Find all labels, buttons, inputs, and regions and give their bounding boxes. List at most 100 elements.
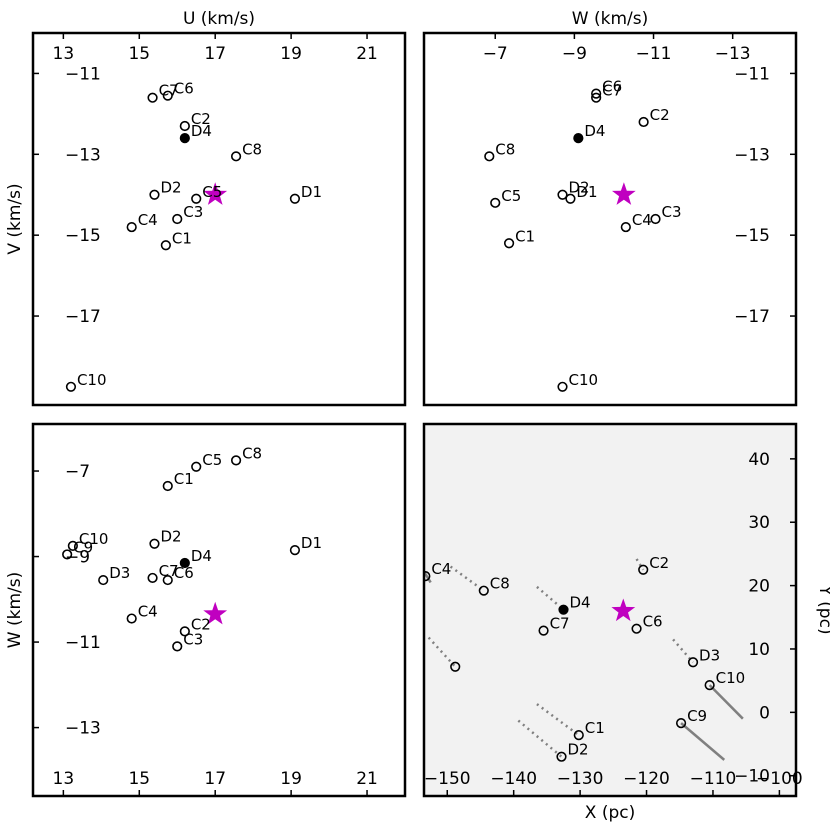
x-tick-label: 13	[53, 769, 75, 789]
point-label-c4: C4	[138, 603, 158, 621]
point-c7	[538, 625, 549, 636]
point-d2	[149, 538, 160, 549]
y-tick-label: −13	[734, 145, 770, 165]
plot-background	[33, 33, 405, 405]
point-label-d2: D2	[160, 528, 181, 546]
point-d2	[149, 189, 160, 200]
point-c3	[172, 641, 183, 652]
point-d3	[98, 574, 109, 586]
point-label-c6: C6	[643, 613, 663, 631]
x-axis-title: X (pc)	[585, 803, 635, 823]
point-c10	[557, 381, 568, 392]
y-tick-label: 40	[748, 450, 770, 470]
x-tick-label: 19	[280, 769, 302, 789]
y-tick-label: −15	[65, 226, 101, 246]
point-label-c1: C1	[515, 227, 535, 245]
point-c2	[179, 120, 190, 132]
point-label-c3: C3	[662, 203, 682, 221]
point-d4	[558, 604, 569, 615]
x-tick-label: 15	[128, 769, 150, 789]
point-label-c3: C3	[183, 630, 203, 648]
point-label-c6: C6	[174, 564, 194, 582]
y-tick-label: 10	[748, 640, 770, 660]
point-c8	[230, 151, 242, 162]
point-d4	[179, 133, 190, 144]
point-d1	[565, 193, 576, 204]
point-label-c9: C9	[73, 538, 93, 556]
point-label-c6: C6	[174, 80, 194, 98]
point-c1	[573, 730, 584, 741]
point-c4	[424, 570, 431, 582]
point-c7	[591, 92, 602, 103]
point-label-c6: C6	[602, 78, 622, 96]
plot-frame	[422, 31, 798, 407]
point-label-d2: D2	[569, 179, 590, 197]
point-label-d4: D4	[584, 122, 605, 140]
point-c4	[126, 613, 137, 624]
point-label-c2: C2	[649, 554, 669, 572]
trajectory-solid	[680, 722, 726, 761]
y-tick-label: −11	[734, 64, 770, 84]
point-label-c1: C1	[172, 229, 192, 247]
trajectory-dotted	[536, 703, 580, 737]
point-c5	[490, 197, 501, 208]
point-c1	[503, 238, 515, 249]
star-marker	[203, 182, 228, 205]
y-tick-label: −13	[65, 145, 101, 165]
point-c2	[179, 626, 190, 637]
point-label-c9: C9	[687, 707, 707, 725]
point-label-d1: D1	[301, 183, 322, 201]
x-tick-label: 17	[204, 769, 226, 789]
y-tick-label: −10	[734, 767, 770, 787]
point-c8	[484, 151, 495, 162]
point-c6	[162, 574, 173, 586]
point-label-c7: C7	[550, 615, 570, 633]
x-tick-label: 13	[53, 44, 75, 64]
plot-frame	[422, 422, 798, 798]
point-label-c7: C7	[159, 562, 179, 580]
point-label-c3: C3	[183, 203, 203, 221]
y-tick-label: −9	[65, 548, 90, 568]
y-tick-label: −11	[65, 633, 101, 653]
trajectory-solid	[708, 684, 744, 720]
point-label-c7: C7	[159, 82, 179, 100]
plot-background	[424, 33, 796, 405]
plot-frame	[31, 422, 407, 798]
x-tick-label: −13	[715, 44, 751, 64]
point-c7	[147, 92, 158, 103]
point-d2	[557, 189, 568, 200]
point-d2	[556, 751, 567, 762]
point-label-c10: C10	[79, 530, 109, 548]
x-tick-label: −120	[623, 769, 670, 789]
point-c2	[638, 564, 649, 575]
point-label-d4: D4	[191, 547, 212, 565]
star-marker	[612, 182, 636, 205]
x-tick-label: 15	[128, 44, 150, 64]
point-c9	[62, 549, 73, 560]
point-c9	[675, 718, 687, 729]
point-c1	[162, 480, 173, 492]
point-d1	[289, 545, 301, 556]
y-tick-label: −11	[65, 64, 101, 84]
x-axis-title: U (km/s)	[183, 9, 255, 29]
point-label-c10: C10	[716, 669, 746, 687]
trajectory-dotted	[427, 636, 457, 668]
point-label-c1: C1	[585, 719, 605, 737]
x-tick-label: −100	[756, 769, 803, 789]
point-c10	[704, 679, 715, 691]
star-marker	[203, 601, 228, 625]
x-tick-label: −150	[424, 769, 471, 789]
y-tick-label: −17	[65, 307, 101, 327]
point-c4	[126, 221, 137, 233]
x-tick-label: 21	[356, 44, 378, 64]
x-axis-title: W (km/s)	[572, 9, 648, 29]
point-label-c2: C2	[191, 615, 211, 633]
y-tick-label: −7	[65, 462, 90, 482]
point-label-d1: D1	[301, 534, 322, 552]
point-label-c10: C10	[569, 371, 599, 389]
